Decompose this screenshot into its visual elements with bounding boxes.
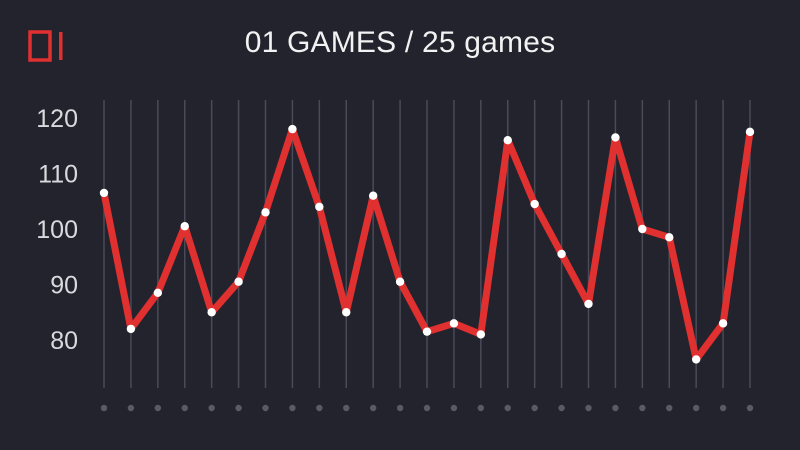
y-tick-label: 100 <box>36 216 78 244</box>
data-point <box>153 288 163 298</box>
x-category-dot <box>719 404 727 412</box>
logo-icon: 01 <box>28 30 63 62</box>
data-point <box>207 308 216 317</box>
y-tick-label: 120 <box>36 105 78 133</box>
y-tick-label: 110 <box>38 161 78 189</box>
x-category-dot <box>181 404 188 412</box>
data-point <box>503 136 512 145</box>
data-point <box>234 277 243 286</box>
x-category-dot <box>666 404 673 412</box>
data-point <box>691 355 701 364</box>
data-point <box>315 202 324 211</box>
data-point <box>180 222 189 231</box>
chart-title: 01 GAMES / 25 games <box>244 26 556 59</box>
data-point <box>288 124 297 134</box>
x-category-dot <box>100 404 108 412</box>
x-category-dot <box>450 404 458 412</box>
x-category-dot <box>477 404 485 412</box>
x-category-dot <box>746 404 754 412</box>
y-axis-tick-labels: 80 90 100 110 120 <box>36 105 78 355</box>
x-category-dot <box>639 404 646 412</box>
x-category-dot <box>396 404 404 412</box>
x-category-dot <box>127 404 135 412</box>
x-category-dot <box>343 404 350 412</box>
x-category-dot <box>369 404 377 412</box>
x-category-dot <box>316 404 323 412</box>
x-category-dot <box>585 404 592 412</box>
data-point <box>665 233 674 242</box>
data-point <box>718 319 728 328</box>
data-point <box>99 188 109 198</box>
data-point <box>395 277 405 286</box>
data-point <box>745 127 755 137</box>
data-point <box>584 299 593 309</box>
data-point <box>261 208 270 217</box>
x-axis-category-dots <box>100 404 754 412</box>
x-category-dot <box>262 404 269 412</box>
data-point <box>557 249 566 259</box>
x-category-dot <box>531 404 538 412</box>
data-point <box>449 319 459 328</box>
data-points <box>99 124 755 364</box>
y-tick-label: 90 <box>50 272 78 300</box>
data-point <box>422 327 432 336</box>
data-point <box>126 324 136 334</box>
x-category-dot <box>208 404 215 412</box>
x-category-dot <box>423 404 431 412</box>
data-point <box>342 308 351 317</box>
x-category-dot <box>612 404 619 412</box>
data-point <box>611 133 620 142</box>
data-point <box>530 199 539 209</box>
data-point <box>476 330 486 339</box>
x-category-dot <box>692 404 700 412</box>
data-point <box>638 224 647 234</box>
x-category-dot <box>289 404 296 412</box>
vertical-grid-lines <box>103 100 751 388</box>
y-tick-label: 80 <box>50 327 78 355</box>
x-category-dot <box>235 404 242 412</box>
x-category-dot <box>154 404 162 412</box>
x-category-dot <box>558 404 565 412</box>
data-point <box>368 191 378 200</box>
x-category-dot <box>504 404 511 412</box>
